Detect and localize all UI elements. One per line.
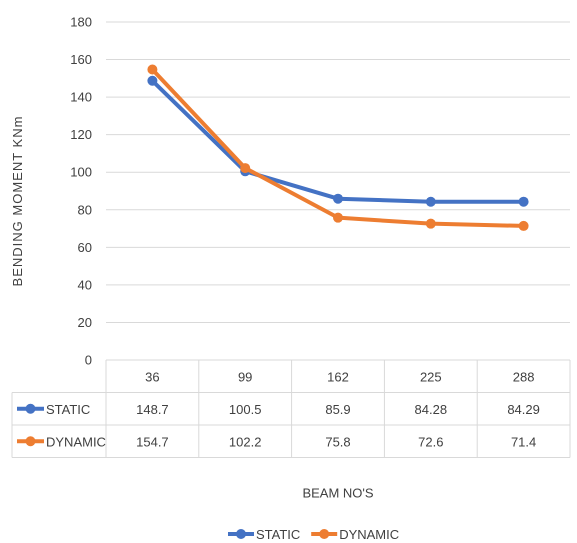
table-cell-value: 72.6 (418, 434, 443, 449)
table-series-name: DYNAMIC (46, 434, 106, 449)
y-axis-label: BENDING MOMENT KNm (10, 116, 25, 287)
x-tick-label: 225 (420, 369, 442, 384)
x-tick-label: 162 (327, 369, 349, 384)
gridlines (106, 21, 570, 361)
data-point (147, 75, 158, 86)
x-tick-label: 288 (513, 369, 535, 384)
table-legend-key (17, 436, 44, 447)
y-tick-label: 0 (85, 353, 92, 368)
x-axis-label: BEAM NO'S (302, 486, 373, 501)
y-tick-label: 40 (78, 277, 92, 292)
legend: STATIC DYNAMIC (228, 527, 399, 542)
data-point (333, 212, 343, 223)
data-table: 36 99 162 225 288 STATIC 148.7 100.5 85.9 84.28 84… (11, 359, 571, 458)
y-tick-label: 120 (70, 127, 92, 142)
table-cell-value: 102.2 (229, 434, 262, 449)
legend-item: DYNAMIC (311, 527, 399, 542)
table-cell-value: 71.4 (511, 434, 536, 449)
table-cell-value: 85.9 (325, 402, 350, 417)
y-tick-label: 100 (70, 165, 92, 180)
y-tick-label: 80 (78, 202, 92, 217)
table-cell-value: 154.7 (136, 434, 169, 449)
x-tick-label: 99 (238, 369, 252, 384)
legend-label: STATIC (256, 527, 300, 542)
y-tick-label: 180 (70, 15, 92, 30)
data-point (147, 64, 158, 75)
data-point (518, 196, 529, 207)
legend-label: DYNAMIC (339, 527, 399, 542)
data-point (425, 218, 436, 229)
data-point (240, 163, 251, 174)
table-cell-value: 148.7 (136, 402, 169, 417)
data-point (518, 220, 529, 231)
x-tick-label: 36 (145, 369, 159, 384)
y-tick-label: 160 (70, 52, 92, 67)
y-axis-ticks: 0 20 40 60 80 100 120 140 160 180 (70, 15, 92, 368)
data-point (333, 193, 343, 204)
legend-item: STATIC (228, 527, 300, 542)
table-legend-key (17, 403, 44, 414)
table-cell-value: 84.28 (415, 402, 448, 417)
table-cell-value: 84.29 (507, 402, 540, 417)
table-cell-value: 100.5 (229, 402, 262, 417)
table-series-name: STATIC (46, 402, 90, 417)
y-tick-label: 60 (78, 240, 92, 255)
table-cell-value: 75.8 (325, 434, 350, 449)
series-line (150, 78, 526, 204)
data-point (425, 196, 436, 207)
series-lines (147, 64, 529, 231)
y-tick-label: 20 (78, 315, 92, 330)
y-tick-label: 140 (70, 90, 92, 105)
